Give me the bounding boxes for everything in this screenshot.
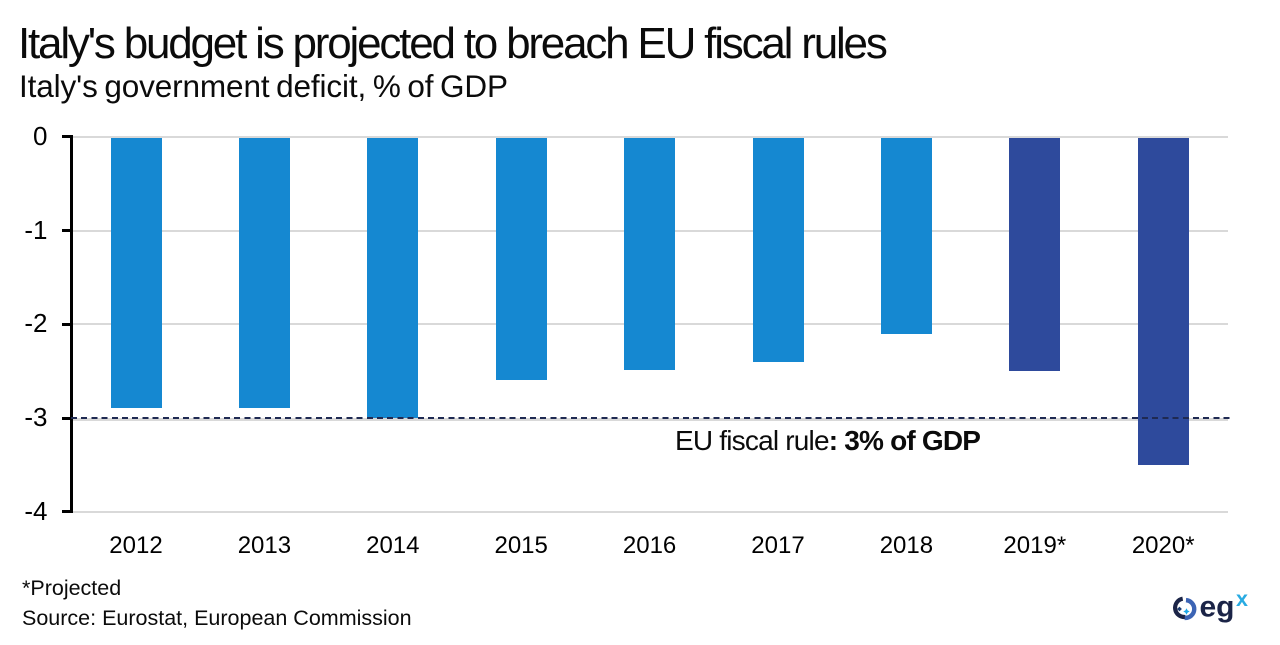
svg-text:x: x: [1236, 587, 1248, 611]
svg-text:eg: eg: [1200, 591, 1235, 624]
